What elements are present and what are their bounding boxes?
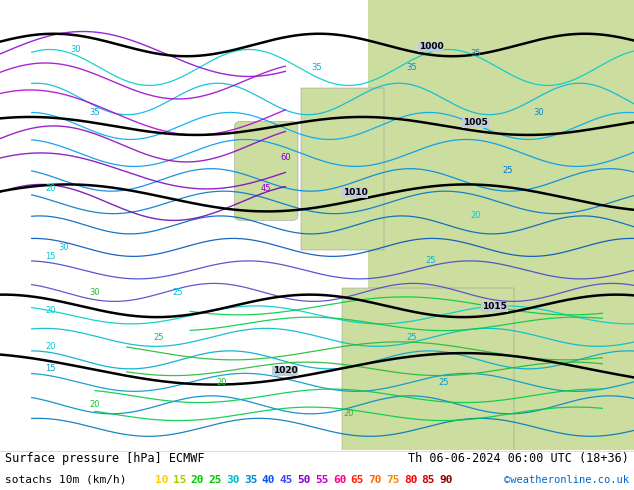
Text: 20: 20: [217, 378, 227, 387]
Text: 15: 15: [46, 252, 56, 261]
Text: 35: 35: [312, 63, 322, 72]
Text: 30: 30: [71, 45, 81, 54]
Text: ©weatheronline.co.uk: ©weatheronline.co.uk: [504, 475, 629, 485]
Text: 30: 30: [58, 243, 68, 252]
Text: 10: 10: [155, 475, 169, 485]
Text: 45: 45: [280, 475, 293, 485]
Text: 60: 60: [333, 475, 346, 485]
Text: 70: 70: [368, 475, 382, 485]
Text: 65: 65: [351, 475, 364, 485]
Text: 55: 55: [315, 475, 328, 485]
Text: 20: 20: [470, 211, 481, 220]
Text: 75: 75: [386, 475, 399, 485]
Text: 20: 20: [344, 409, 354, 418]
Text: 20: 20: [46, 184, 56, 194]
Text: 45: 45: [261, 184, 271, 194]
Text: 80: 80: [404, 475, 417, 485]
Text: 30: 30: [90, 288, 100, 297]
FancyBboxPatch shape: [301, 88, 384, 249]
Text: 1005: 1005: [463, 119, 488, 127]
Text: 25: 25: [426, 256, 436, 266]
Text: 25: 25: [439, 378, 449, 387]
Text: 15: 15: [46, 365, 56, 373]
Text: 35: 35: [470, 49, 481, 58]
Text: 15: 15: [173, 475, 186, 485]
Text: 1010: 1010: [342, 188, 368, 197]
Text: 30: 30: [534, 108, 544, 117]
FancyBboxPatch shape: [235, 122, 298, 220]
Text: 40: 40: [262, 475, 275, 485]
Text: 1020: 1020: [273, 367, 298, 375]
Text: 20: 20: [90, 400, 100, 409]
Text: 25: 25: [502, 167, 512, 175]
Text: 1000: 1000: [419, 43, 443, 51]
Text: Th 06-06-2024 06:00 UTC (18+36): Th 06-06-2024 06:00 UTC (18+36): [408, 452, 629, 465]
Text: 30: 30: [226, 475, 240, 485]
Text: Surface pressure [hPa] ECMWF: Surface pressure [hPa] ECMWF: [5, 452, 205, 465]
Text: 35: 35: [407, 63, 417, 72]
Text: 20: 20: [46, 306, 56, 315]
Text: sotachs 10m (km/h): sotachs 10m (km/h): [5, 475, 127, 485]
Text: 60: 60: [280, 153, 290, 162]
Text: 25: 25: [172, 288, 183, 297]
Text: 25: 25: [153, 333, 164, 342]
Text: 25: 25: [209, 475, 222, 485]
Text: 25: 25: [407, 333, 417, 342]
FancyBboxPatch shape: [342, 288, 514, 454]
Text: 90: 90: [439, 475, 453, 485]
Text: 20: 20: [46, 342, 56, 351]
Text: 35: 35: [90, 108, 100, 117]
Text: 35: 35: [244, 475, 257, 485]
Text: 1015: 1015: [482, 302, 507, 312]
Text: 85: 85: [422, 475, 435, 485]
Text: 50: 50: [297, 475, 311, 485]
Text: 20: 20: [191, 475, 204, 485]
FancyBboxPatch shape: [368, 0, 634, 450]
